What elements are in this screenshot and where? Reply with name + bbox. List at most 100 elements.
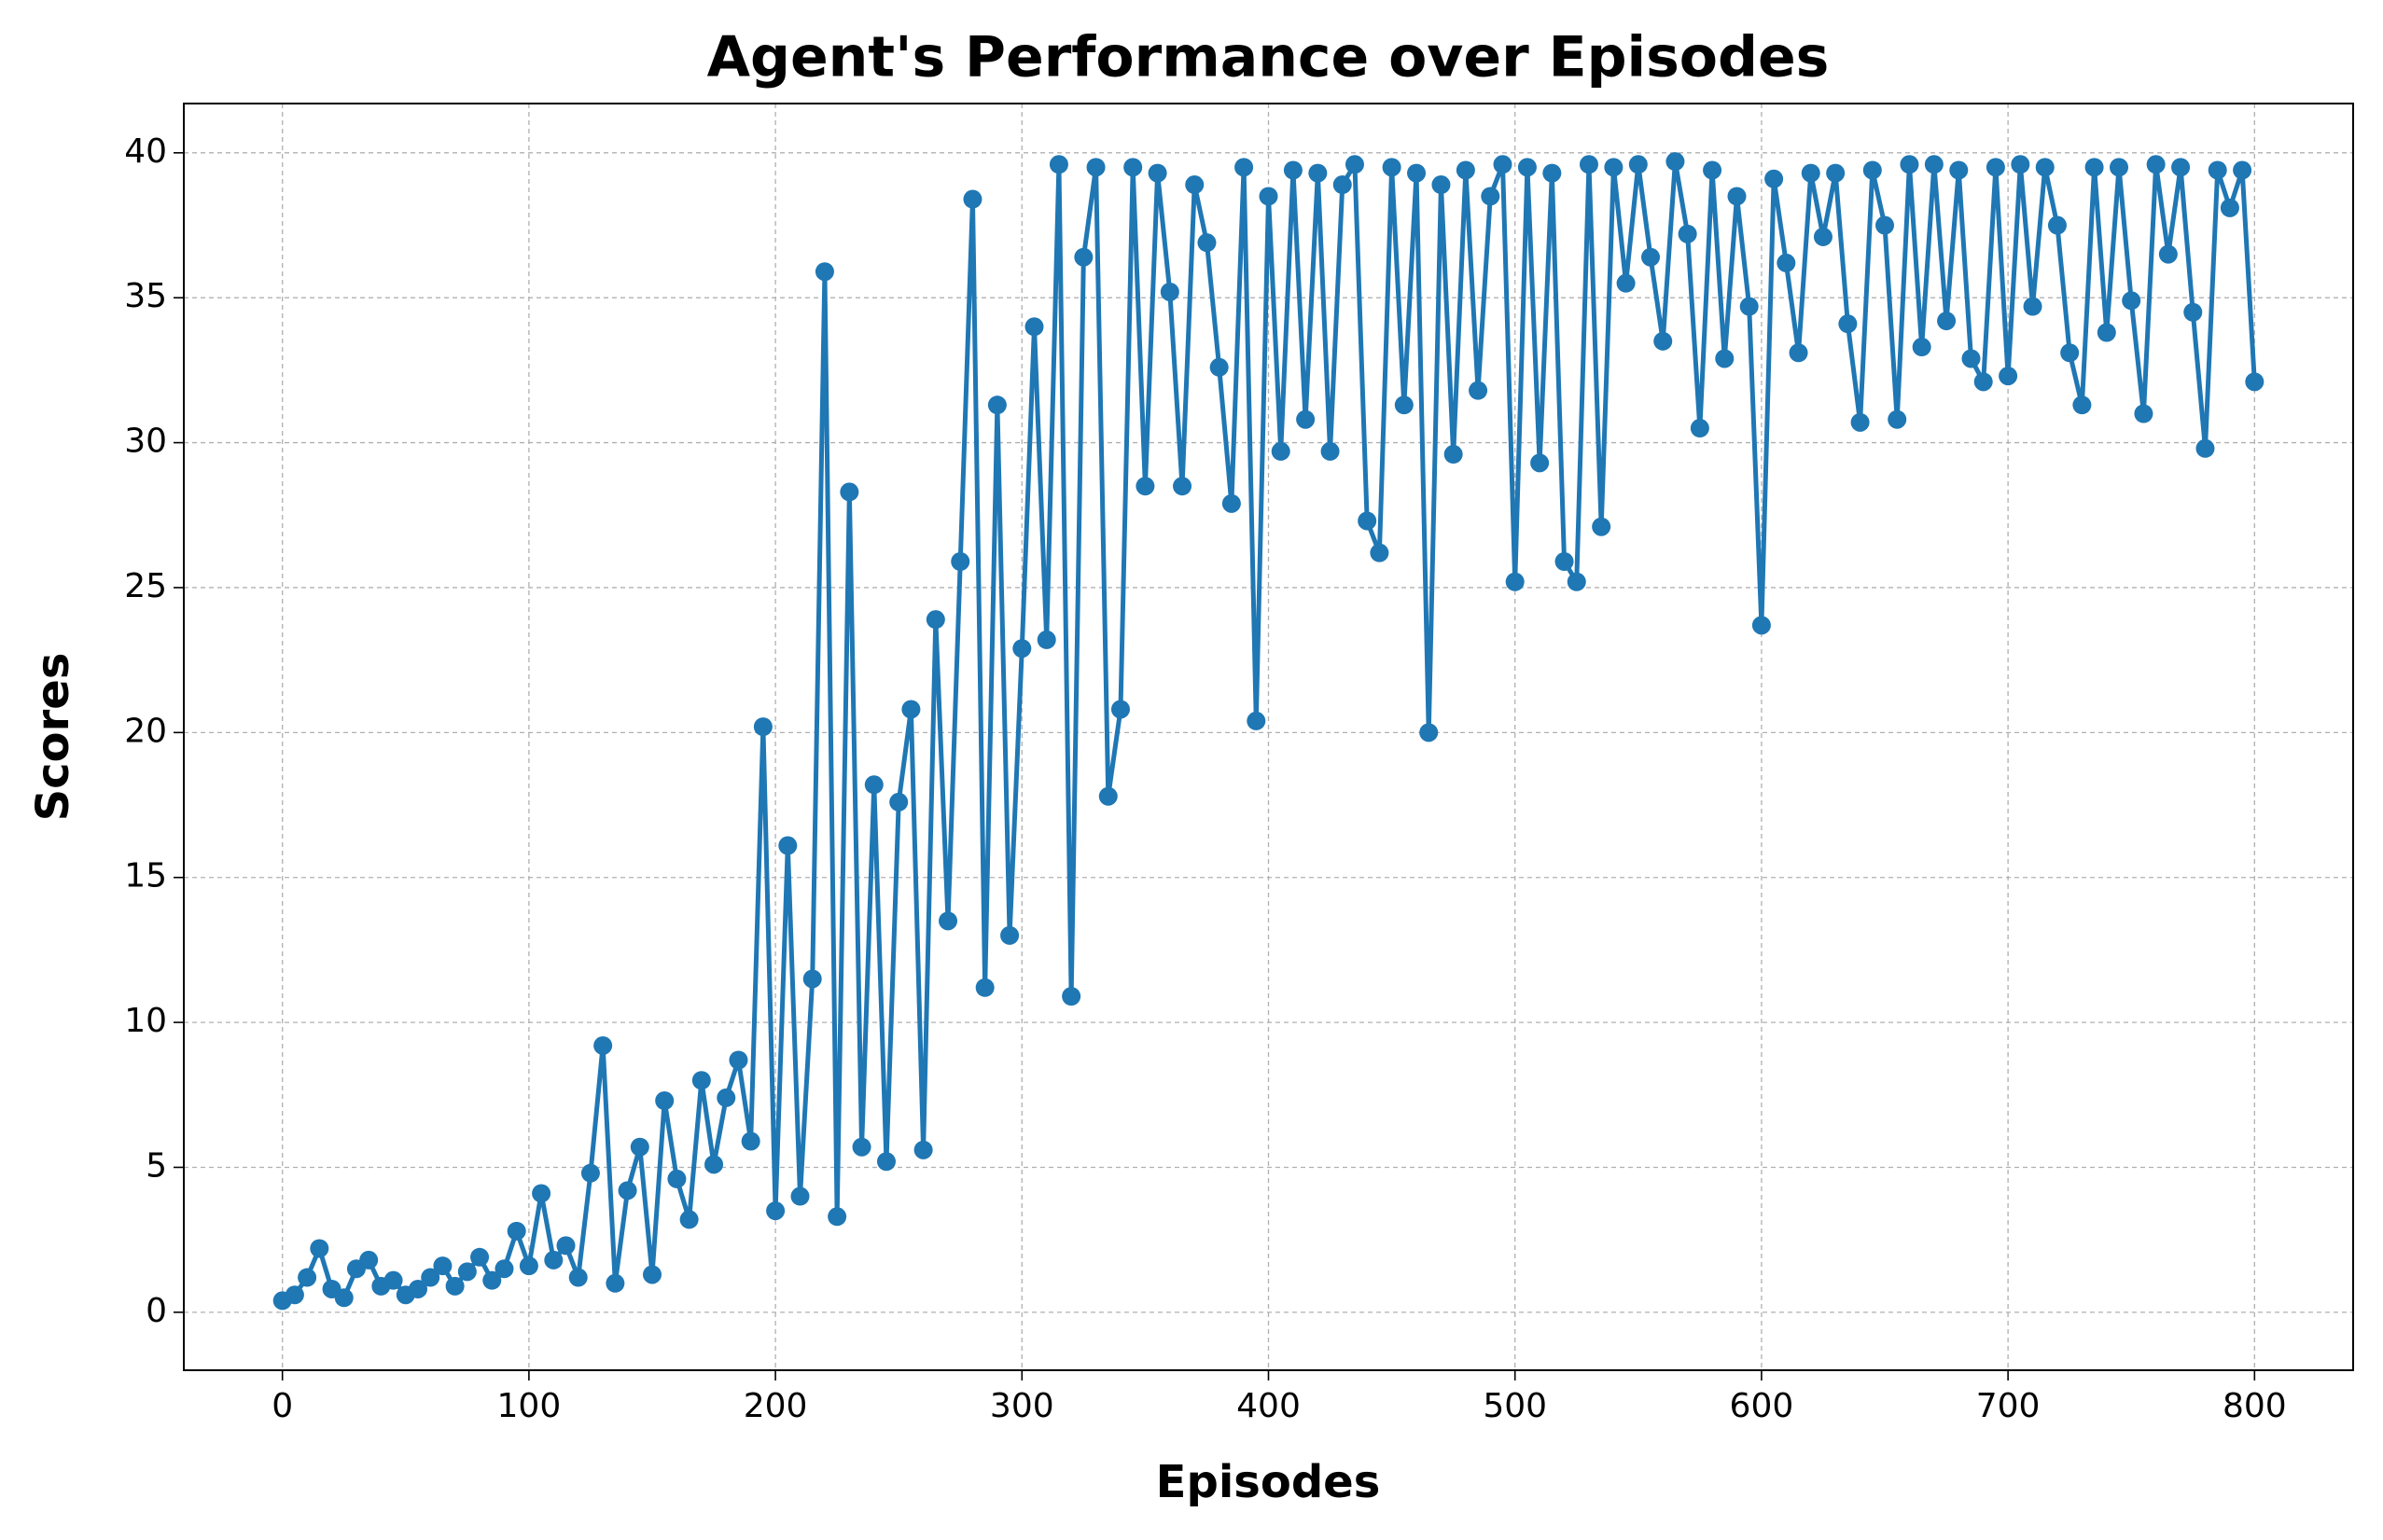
data-point xyxy=(1850,412,1870,432)
data-point xyxy=(1912,338,1931,357)
data-point xyxy=(556,1236,576,1256)
data-point xyxy=(951,551,970,571)
data-point xyxy=(2023,297,2042,316)
data-point xyxy=(1801,163,1820,183)
data-point xyxy=(1826,163,1846,183)
data-point xyxy=(1961,349,1981,368)
data-point xyxy=(1986,158,2005,177)
data-point xyxy=(1431,175,1451,195)
data-point xyxy=(1345,155,1364,174)
data-point xyxy=(2060,343,2080,363)
data-point xyxy=(1012,639,1032,659)
data-point xyxy=(1567,572,1586,591)
y-tick-label: 35 xyxy=(124,277,167,315)
data-point xyxy=(1579,155,1598,174)
data-point xyxy=(1443,445,1463,465)
data-point xyxy=(876,1152,896,1172)
x-tick-label: 0 xyxy=(272,1387,293,1425)
data-point xyxy=(1148,163,1167,183)
data-point xyxy=(1110,700,1130,719)
data-point xyxy=(1505,572,1525,591)
data-point xyxy=(1407,163,1427,183)
data-point xyxy=(544,1250,564,1269)
data-point xyxy=(1937,312,1957,331)
data-point xyxy=(1641,247,1661,267)
data-point xyxy=(334,1288,354,1308)
data-point xyxy=(408,1279,427,1298)
data-point xyxy=(1949,160,1969,180)
data-point xyxy=(1924,155,1944,174)
data-point xyxy=(1703,160,1722,180)
data-point xyxy=(1493,155,1512,174)
data-point xyxy=(1592,517,1611,536)
data-point xyxy=(1604,158,1624,177)
data-point xyxy=(852,1137,871,1157)
data-point xyxy=(913,1140,933,1159)
data-point xyxy=(1000,925,1020,945)
data-point xyxy=(1062,987,1081,1006)
data-point xyxy=(1037,630,1056,649)
data-point xyxy=(975,978,995,997)
data-point xyxy=(630,1137,649,1157)
data-point xyxy=(445,1276,465,1296)
data-point xyxy=(1665,152,1685,172)
data-point xyxy=(1653,331,1673,351)
data-point xyxy=(864,775,884,795)
data-point xyxy=(1554,551,1574,571)
data-point xyxy=(1173,477,1192,496)
data-point xyxy=(1715,349,1735,368)
data-point xyxy=(2134,404,2153,423)
y-tick-label: 30 xyxy=(124,423,167,461)
data-point xyxy=(1308,163,1328,183)
x-tick-label: 700 xyxy=(1976,1387,2041,1425)
data-point xyxy=(2110,158,2129,177)
data-point xyxy=(1616,273,1636,293)
data-point xyxy=(790,1186,810,1206)
data-point xyxy=(1358,511,1377,531)
data-point xyxy=(2097,323,2116,342)
data-point xyxy=(519,1256,538,1276)
data-point xyxy=(1136,477,1155,496)
data-point xyxy=(1086,158,1106,177)
data-point xyxy=(1517,158,1537,177)
data-point xyxy=(1690,419,1709,438)
data-point xyxy=(2084,158,2104,177)
data-point xyxy=(470,1247,490,1267)
data-point xyxy=(1160,282,1179,301)
data-point xyxy=(2208,160,2227,180)
data-point xyxy=(1283,160,1303,180)
data-point xyxy=(298,1268,317,1287)
data-point xyxy=(2011,155,2030,174)
data-point xyxy=(2035,158,2055,177)
data-point xyxy=(310,1239,329,1258)
data-point xyxy=(655,1090,675,1110)
data-point xyxy=(1185,175,1205,195)
data-point xyxy=(642,1265,662,1284)
data-point xyxy=(704,1155,724,1174)
y-tick-label: 20 xyxy=(124,712,167,750)
data-point xyxy=(1900,155,1919,174)
data-point xyxy=(482,1270,502,1290)
data-point xyxy=(1234,158,1254,177)
data-point xyxy=(1382,158,1401,177)
data-point xyxy=(359,1250,379,1269)
data-point xyxy=(580,1163,600,1183)
data-point xyxy=(568,1268,588,1287)
data-point xyxy=(1838,314,1858,334)
data-point xyxy=(679,1210,699,1229)
x-tick-label: 200 xyxy=(744,1387,808,1425)
data-point xyxy=(963,189,982,209)
data-point xyxy=(926,610,945,630)
data-point xyxy=(753,717,773,737)
data-point xyxy=(1049,155,1068,174)
data-point xyxy=(457,1262,477,1282)
data-point xyxy=(901,700,921,719)
chart-title: Agent's Performance over Episodes xyxy=(707,25,1830,90)
data-point xyxy=(1271,441,1290,461)
data-point xyxy=(1098,786,1118,806)
data-point xyxy=(1469,381,1488,400)
y-tick-label: 10 xyxy=(124,1002,167,1040)
data-point xyxy=(766,1201,786,1221)
